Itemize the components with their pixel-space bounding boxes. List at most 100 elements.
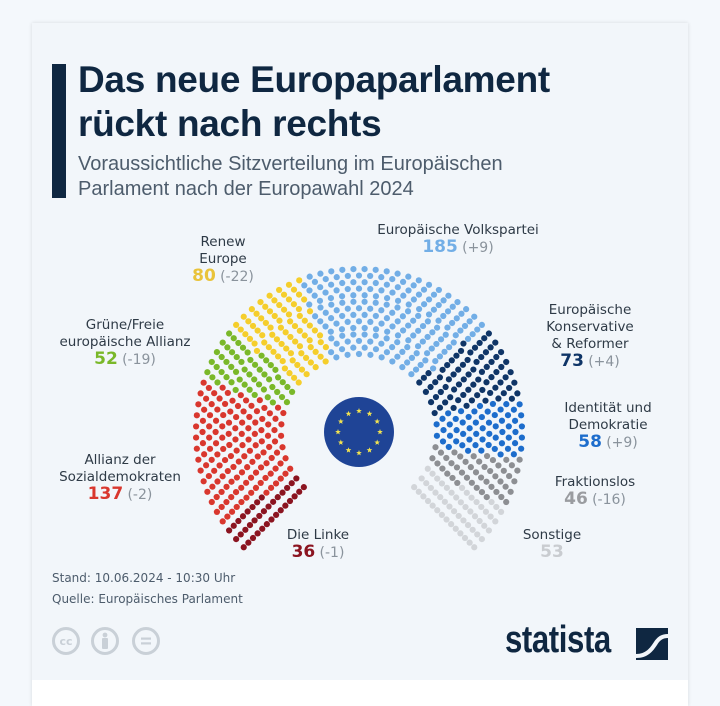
seat-renew [283,345,290,352]
seat-ni [487,467,494,475]
seat-epp [344,272,351,280]
seat-ecr [455,381,463,388]
seat-greens [228,349,236,356]
seat-epp [327,328,334,335]
seat-sd [228,508,236,515]
seat-epp [372,326,380,333]
seat-epp [322,289,329,296]
seat-sd [216,462,223,469]
seat-epp [435,317,442,324]
title-line-2: rückt nach rechts [78,103,382,144]
seat-ecr [445,376,452,383]
seat-epp [389,276,396,283]
equals-icon [141,637,151,645]
seat-ni [516,456,523,463]
seat-others [471,544,478,551]
seat-ecr [439,366,446,373]
seat-ni [488,483,495,490]
statista-logo[interactable]: statista [505,619,611,661]
seat-sd [277,432,285,439]
seat-ecr [468,397,476,404]
nd-icon[interactable] [132,627,160,655]
seat-greens [218,368,225,376]
seat-epp [394,332,402,339]
seat-others [481,522,488,529]
seat-sd [263,460,270,467]
seat-others [478,536,485,543]
seat-linke [233,536,240,543]
seat-greens [213,363,220,371]
seat-linke [270,498,277,505]
seat-greens [272,366,279,373]
seat-epp [383,268,390,275]
seat-epp [383,301,390,308]
label-ecr: Europäische Konservative & Reformer 73 (… [525,302,655,371]
cc-icon-text: cc [59,634,73,648]
seat-sd [254,453,261,460]
seat-epp [372,312,379,320]
seat-sd [209,483,216,490]
seat-sd [195,456,202,463]
seat-sd [246,413,253,421]
seat-renew [285,311,293,318]
label-id-name-2: Demokratie [568,417,648,433]
seat-epp [410,296,417,303]
seat-epp [424,333,431,341]
seat-renew [312,348,319,355]
seat-renew [307,359,314,366]
seat-id [433,432,441,439]
seat-epp [415,312,422,319]
seat-sd [197,390,204,397]
seat-sd [212,428,219,436]
seat-epp [405,322,412,329]
eu-flag-background [324,397,394,467]
seat-sd [282,470,289,477]
seat-sd [221,456,229,464]
seat-ecr [471,344,479,351]
label-sd-seats: 137 [87,484,124,504]
seat-sd [245,436,252,443]
seat-epp [361,292,368,299]
seat-sd [268,454,275,462]
seat-epp [440,297,447,304]
seat-epp [400,292,407,299]
seat-epp [419,338,426,345]
seat-id [473,430,480,437]
seat-renew [273,336,281,343]
seat-ecr [422,388,429,395]
seat-renew [261,339,268,346]
seat-id [512,428,519,436]
seat-ecr [451,386,458,393]
seat-linke [286,497,294,505]
seat-sd [197,467,204,474]
seat-greens [218,353,225,361]
cc-icon[interactable]: cc [52,627,80,655]
label-epp-change: (+9) [462,240,494,256]
seat-epp [428,345,435,352]
seat-ni [449,474,456,482]
seat-greens [235,339,242,347]
seat-id [472,442,479,449]
seat-ecr [507,369,514,376]
seat-epp [355,337,363,345]
seat-id [479,436,486,443]
seat-sd [256,397,263,404]
seat-linke [258,494,265,501]
seat-ecr [482,349,490,356]
chart-title: Das neue Europaparlament rückt nach rech… [78,58,678,146]
seat-ecr [492,384,499,391]
seat-greens [267,362,274,369]
seat-ni [483,452,491,460]
seat-ecr [488,374,495,381]
seat-others [411,484,418,491]
seat-greens [223,358,230,366]
seat-epp [378,287,385,294]
seat-epp [404,308,412,315]
seat-others [427,484,434,492]
seat-epp [350,279,357,286]
seat-sd [240,408,247,415]
seat-sd [238,430,245,437]
seat-renew [257,299,264,306]
by-icon[interactable] [91,627,119,655]
seat-others [487,513,494,520]
